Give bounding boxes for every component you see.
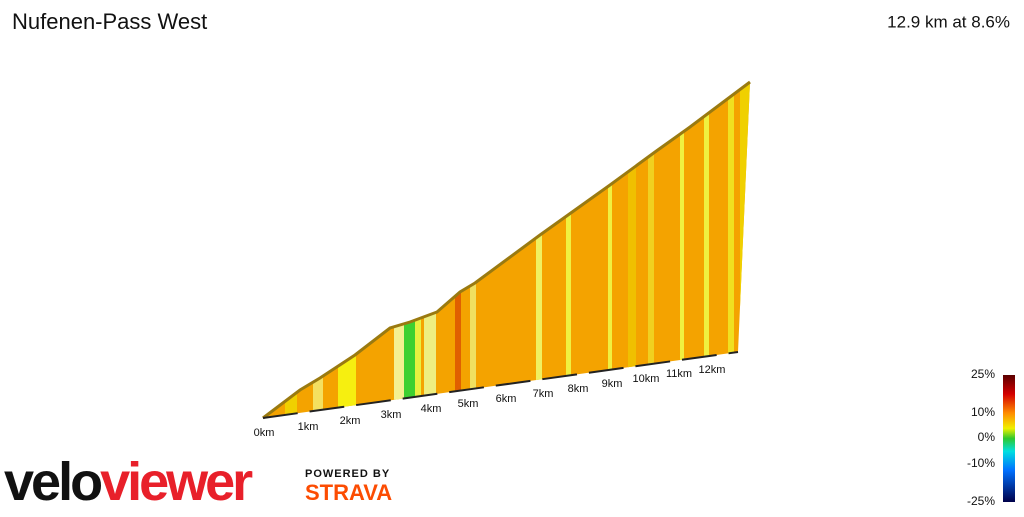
distance-label: 7km bbox=[533, 388, 554, 400]
distance-label: 6km bbox=[496, 393, 517, 405]
distance-label: 8km bbox=[568, 383, 589, 395]
climb-stats: 12.9 km at 8.6% bbox=[887, 12, 1010, 31]
profile-top bbox=[262, 80, 751, 420]
distance-label: 9km bbox=[602, 378, 623, 390]
distance-label: 10km bbox=[633, 373, 660, 385]
baseline bbox=[262, 351, 739, 419]
legend-bar bbox=[1003, 375, 1015, 502]
distance-labels: 0km 1km 2km 3km 4km 5km 6km 7km 8km 9km 10km 11km 12… bbox=[254, 364, 726, 439]
strava: STRAVA bbox=[305, 480, 392, 505]
title: Nufenen-Pass West bbox=[12, 9, 207, 34]
logo-velo: velo bbox=[4, 452, 101, 512]
powered-by: POWERED BY bbox=[305, 468, 390, 480]
distance-label: 2km bbox=[340, 415, 361, 427]
distance-label: 3km bbox=[381, 409, 402, 421]
distance-label: 12km bbox=[699, 364, 726, 376]
logo-viewer: viewer bbox=[100, 452, 253, 512]
legend-label: -25% bbox=[967, 494, 995, 508]
legend-label: 25% bbox=[971, 367, 995, 381]
distance-label: 1km bbox=[298, 421, 319, 433]
distance-label: 4km bbox=[421, 403, 442, 415]
distance-label: 11km bbox=[666, 368, 692, 380]
legend-label: -10% bbox=[967, 456, 995, 470]
legend-label: 0% bbox=[978, 430, 996, 444]
logo: veloviewer bbox=[4, 452, 253, 512]
distance-label: 0km bbox=[254, 427, 275, 439]
distance-label: 5km bbox=[458, 398, 479, 410]
legend-label: 10% bbox=[971, 405, 995, 419]
legend-labels: 25% 10% 0% -10% -25% bbox=[967, 367, 995, 508]
